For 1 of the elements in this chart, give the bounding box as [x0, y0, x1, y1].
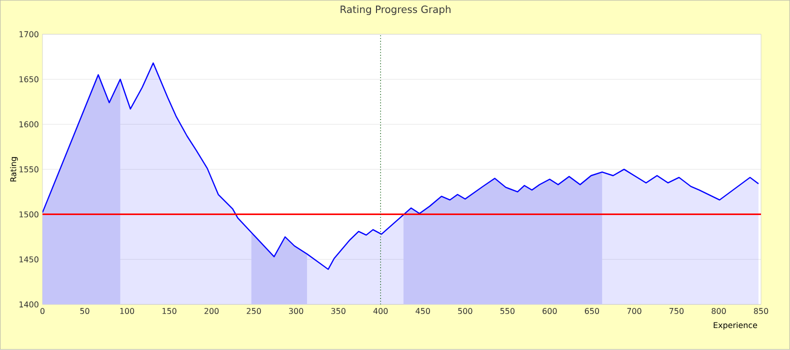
chart-title: Rating Progress Graph [340, 6, 450, 16]
